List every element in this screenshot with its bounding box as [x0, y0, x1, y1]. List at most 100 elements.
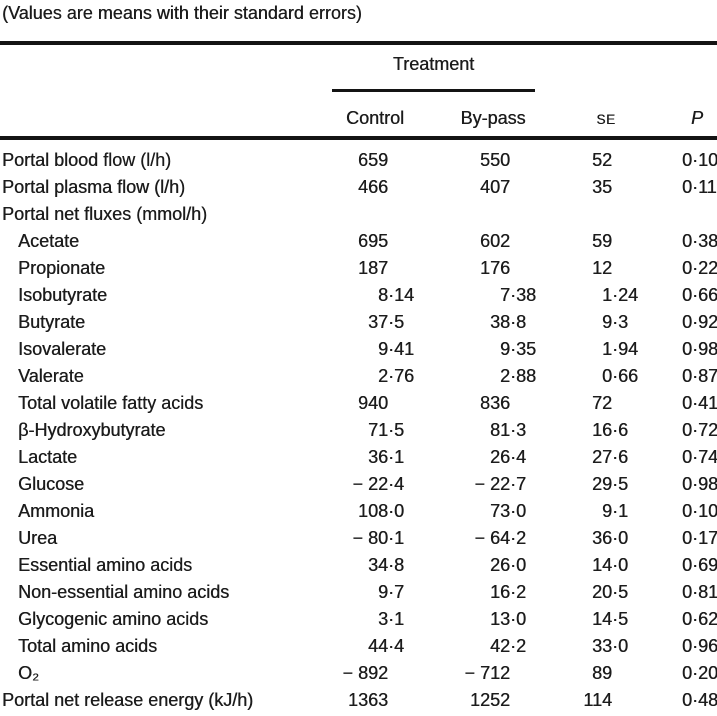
- table-row: Total amino acids 44·4 42·2 33·0 0·96: [0, 633, 717, 660]
- table-row: Urea − 80·1 − 64·2 36·0 0·17: [0, 525, 717, 552]
- row-label: Portal blood flow (l/h): [2, 150, 172, 170]
- table-row: Butyrate 37·5 38·8 9·3 0·92: [0, 309, 717, 336]
- row-label: Urea: [18, 528, 58, 548]
- value-control: 1363: [347, 690, 388, 710]
- value-control: 34·8: [367, 555, 405, 575]
- value-se: 36·0: [591, 528, 629, 548]
- value-p: 0·96: [681, 636, 717, 656]
- value-control: 9·7: [377, 582, 405, 602]
- table-body: Portal blood flow (l/h) 659 550 52 0·10 Porta…: [0, 147, 717, 714]
- row-label: Butyrate: [18, 312, 86, 332]
- table-row: Isobutyrate 8·14 7·38 1·24 0·66: [0, 282, 717, 309]
- value-control: 940: [357, 393, 388, 413]
- value-control: 187: [357, 258, 388, 278]
- table-row: Total volatile fatty acids 940 836 72 0·41: [0, 390, 717, 417]
- row-label: Total volatile fatty acids: [18, 393, 204, 413]
- value-se: 35: [591, 177, 612, 197]
- row-label: Essential amino acids: [18, 555, 193, 575]
- value-se: [537, 201, 637, 228]
- row-label: Glycogenic amino acids: [18, 609, 209, 629]
- value-control: 3·1: [377, 609, 405, 629]
- value-control: 71·5: [367, 420, 405, 440]
- value-p: 0·10: [681, 501, 717, 521]
- value-control: 695: [357, 231, 388, 251]
- value-p: 0·92: [681, 312, 717, 332]
- row-label: Non-essential amino acids: [18, 582, 230, 602]
- value-bypass: 2·88: [499, 366, 537, 386]
- value-p: 0·62: [681, 609, 717, 629]
- value-se: 114: [583, 690, 612, 710]
- value-bypass: 7·38: [499, 285, 537, 305]
- value-se: 20·5: [591, 582, 629, 602]
- value-bypass: 9·35: [499, 339, 537, 359]
- value-bypass: [415, 201, 537, 228]
- row-label: Portal net fluxes (mmol/h): [2, 204, 208, 224]
- value-se: 27·6: [591, 447, 629, 467]
- value-se: 16·6: [591, 420, 629, 440]
- value-bypass: − 64·2: [474, 528, 527, 548]
- value-se: 1·24: [601, 285, 639, 305]
- table-row: Glycogenic amino acids 3·1 13·0 14·5 0·62: [0, 606, 717, 633]
- column-header-se: SE: [596, 112, 616, 127]
- value-control: 9·41: [377, 339, 415, 359]
- row-label: Isovalerate: [18, 339, 107, 359]
- top-rule: [0, 41, 717, 45]
- row-label: Glucose: [18, 474, 85, 494]
- value-se: 59: [591, 231, 612, 251]
- value-se: 33·0: [591, 636, 629, 656]
- table-row: Propionate 187 176 12 0·22: [0, 255, 717, 282]
- value-p: 0·17: [681, 528, 717, 548]
- value-p: 0·87: [681, 366, 717, 386]
- table-row: Lactate 36·1 26·4 27·6 0·74: [0, 444, 717, 471]
- value-p: 0·38: [681, 231, 717, 251]
- value-control: [330, 201, 415, 228]
- table-row: β-Hydroxybutyrate 71·5 81·3 16·6 0·72: [0, 417, 717, 444]
- value-p: 0·72: [681, 420, 717, 440]
- value-bypass: 836: [479, 393, 510, 413]
- value-bypass: 1252: [469, 690, 510, 710]
- value-bypass: 38·8: [489, 312, 527, 332]
- value-p: 0·48: [681, 690, 717, 710]
- value-p: 0·98: [681, 474, 717, 494]
- value-se: 9·3: [601, 312, 629, 332]
- value-p: 0·66: [681, 285, 717, 305]
- value-p: 0·41: [681, 393, 717, 413]
- value-p: 0·81: [681, 582, 717, 602]
- row-label: Acetate: [18, 231, 80, 251]
- table-row: Glucose − 22·4 − 22·7 29·5 0·98: [0, 471, 717, 498]
- value-control: − 22·4: [352, 474, 405, 494]
- value-bypass: 602: [479, 231, 510, 251]
- value-se: 89: [591, 663, 612, 683]
- value-bypass: 26·4: [489, 447, 527, 467]
- row-label: Total amino acids: [18, 636, 158, 656]
- column-header-control: Control: [345, 108, 405, 128]
- value-bypass: 13·0: [489, 609, 527, 629]
- table-row: Acetate 695 602 59 0·38: [0, 228, 717, 255]
- value-bypass: − 22·7: [474, 474, 527, 494]
- treatment-group-label: Treatment: [392, 54, 475, 74]
- row-label: Valerate: [18, 366, 84, 386]
- value-control: 36·1: [367, 447, 405, 467]
- value-se: 0·66: [601, 366, 639, 386]
- value-bypass: 81·3: [489, 420, 527, 440]
- value-se: 72: [591, 393, 612, 413]
- value-control: 8·14: [377, 285, 415, 305]
- value-bypass: 42·2: [489, 636, 527, 656]
- row-label: O₂: [18, 663, 39, 683]
- value-bypass: 176: [479, 258, 510, 278]
- value-p: 0·98: [681, 339, 717, 359]
- table-caption: (Values are means with their standard er…: [2, 3, 362, 23]
- value-control: − 80·1: [352, 528, 405, 548]
- value-p: 0·22: [681, 258, 717, 278]
- row-label: Isobutyrate: [18, 285, 108, 305]
- value-bypass: 16·2: [489, 582, 527, 602]
- value-control: 37·5: [367, 312, 405, 332]
- value-se: 9·1: [601, 501, 629, 521]
- value-control: − 892: [342, 663, 388, 683]
- row-label: Propionate: [18, 258, 106, 278]
- value-control: 2·76: [377, 366, 415, 386]
- table-header: Treatment Control By-pass SE P: [0, 45, 717, 136]
- table-row: Valerate 2·76 2·88 0·66 0·87: [0, 363, 717, 390]
- value-p: [637, 201, 717, 228]
